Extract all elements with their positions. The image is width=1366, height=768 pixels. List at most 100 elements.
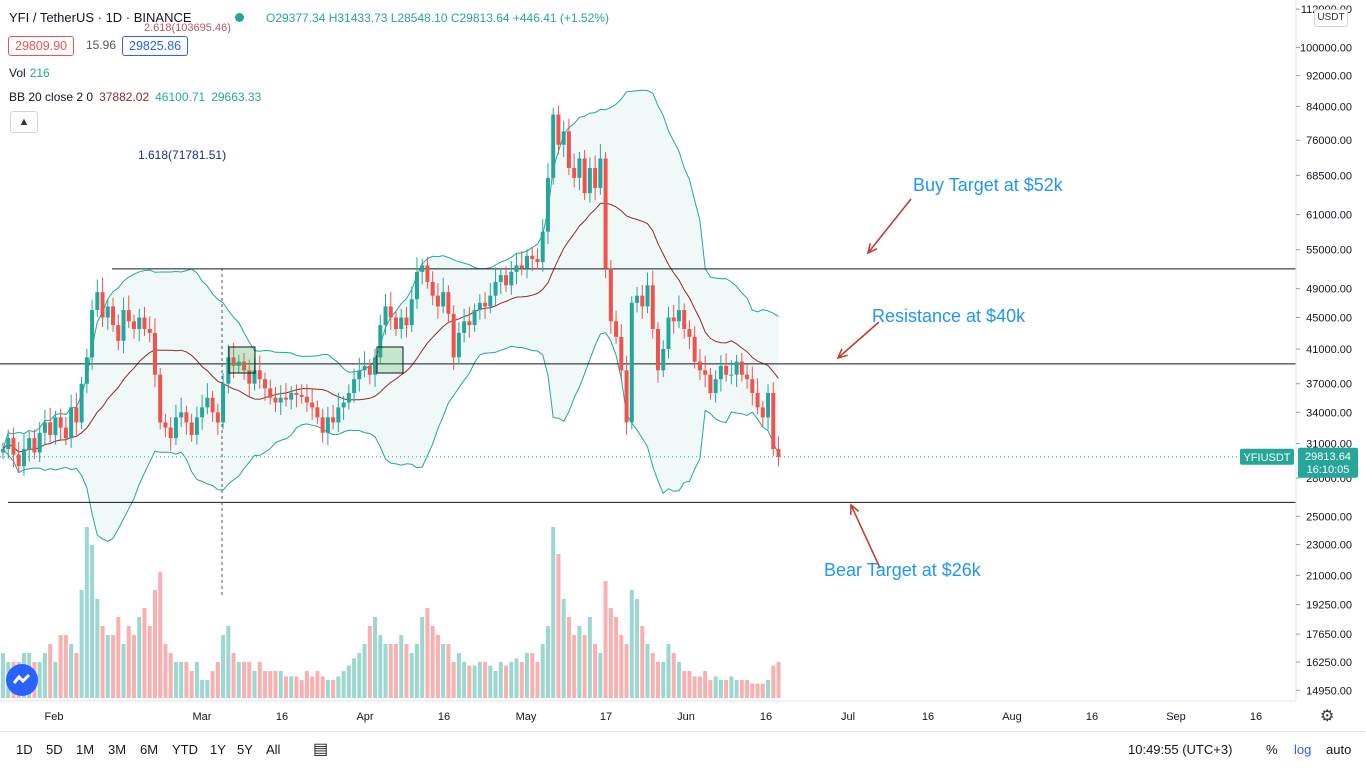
candle-body	[671, 317, 676, 322]
chevron-up-icon: ▲	[18, 116, 30, 128]
time-axis[interactable]: Feb Mar 16 Apr 16 May 17 Jun 16 Jul 16 Aug 16 Sep 16	[0, 700, 1296, 723]
price-tick-label: 21000.00	[1306, 570, 1352, 582]
candle-body	[525, 255, 529, 269]
volume-bar	[530, 653, 535, 698]
volume-bar	[713, 676, 718, 698]
volume-bar	[325, 680, 330, 698]
date-range-icon[interactable]: ▤	[313, 741, 329, 758]
resistance-annotation[interactable]: Resistance at $40k	[872, 306, 1026, 326]
candle-body	[708, 374, 713, 393]
volume-bar	[467, 665, 472, 698]
bb-lower-value: 29663.33	[211, 90, 262, 104]
range-6m-button[interactable]: 6M	[140, 742, 159, 757]
candle-body	[126, 310, 131, 322]
price-tick-label: 34000.00	[1306, 407, 1352, 419]
log-toggle[interactable]: log	[1294, 742, 1312, 757]
volume-bar	[692, 676, 697, 698]
volume-bar	[718, 680, 723, 698]
symbol-tag-bg	[1240, 448, 1294, 465]
volume-bar	[388, 644, 393, 698]
volume-bar	[750, 683, 755, 698]
volume-bar	[184, 662, 189, 698]
arrow-head	[850, 503, 860, 516]
volume-bar	[404, 644, 409, 698]
candle-body	[745, 374, 750, 380]
price-axis[interactable]: 112000.00100000.0092000.0084000.0076000.…	[0, 0, 1366, 700]
currency-tag[interactable]: USDT	[1314, 9, 1348, 27]
clock-display[interactable]: 10:49:55 (UTC+3)	[1128, 742, 1233, 757]
candle-body	[263, 379, 267, 389]
candle-body	[63, 427, 68, 439]
volume-bar	[671, 653, 676, 698]
candle-body	[158, 374, 163, 423]
volume-bar	[441, 644, 446, 698]
candle-body	[121, 310, 126, 341]
candle-body	[6, 438, 11, 450]
volume-bar	[446, 644, 451, 698]
candle-body	[105, 306, 110, 318]
bb-mid-line	[2, 202, 779, 453]
volume-bar	[362, 644, 367, 698]
buy-button[interactable]: 29825.86	[122, 36, 189, 56]
time-tick-label: Apr	[356, 711, 373, 723]
volume-legend[interactable]: Vol 216	[9, 66, 50, 80]
candle-body	[577, 158, 582, 178]
price-tick-label: 31000.00	[1306, 439, 1352, 451]
volume-bar	[603, 581, 608, 698]
range-all-button[interactable]: All	[266, 742, 281, 757]
price-tick-label: 41000.00	[1306, 344, 1352, 356]
auto-toggle[interactable]: auto	[1326, 742, 1352, 757]
range-3m-button[interactable]: 3M	[108, 742, 127, 757]
time-tick-label: Aug	[1002, 711, 1022, 723]
candle-body	[656, 328, 660, 371]
range-1d-button[interactable]: 1D	[16, 742, 33, 757]
bb-upper-value: 46100.71	[155, 90, 206, 104]
volume-bar	[95, 599, 100, 698]
volume-bar	[210, 671, 215, 698]
range-1m-button[interactable]: 1M	[76, 742, 95, 757]
candle-body	[231, 357, 236, 366]
volume-bar	[53, 662, 58, 698]
annotation-arrows[interactable]	[836, 198, 912, 569]
sell-button[interactable]: 29809.90	[8, 36, 75, 56]
bear-target-annotation[interactable]: Bear Target at $26k	[824, 560, 981, 580]
range-ytd-button[interactable]: YTD	[172, 742, 198, 757]
volume-bar	[310, 676, 315, 698]
candle-body	[394, 317, 398, 329]
volume-bar	[745, 680, 750, 698]
volume-bar	[425, 608, 430, 698]
volume-bar	[598, 653, 603, 698]
candle-body	[493, 281, 498, 296]
time-tick-label: Jun	[677, 711, 695, 723]
volume-bar	[766, 680, 771, 698]
volume-bar	[105, 635, 110, 698]
symbol-title[interactable]: YFI / TetherUS · 1D · BINANCE	[9, 10, 192, 25]
candle-body	[530, 255, 535, 259]
candle-body	[168, 427, 173, 439]
price-tick-label: 17650.00	[1306, 629, 1352, 641]
candle-body	[608, 268, 613, 322]
volume-bars	[1, 527, 781, 698]
volume-bar	[645, 644, 650, 698]
range-5y-button[interactable]: 5Y	[237, 742, 253, 757]
time-tick-label: Mar	[193, 711, 212, 723]
volume-bar	[456, 653, 461, 698]
price-tick-label: 92000.00	[1306, 71, 1352, 83]
range-5d-button[interactable]: 5D	[46, 742, 63, 757]
volume-bar	[477, 662, 482, 698]
bb-legend[interactable]: BB 20 close 2 0 37882.02 46100.71 29663.33	[9, 90, 261, 104]
collapse-legend-button[interactable]: ▲	[10, 111, 38, 133]
volume-bar	[535, 662, 540, 698]
percent-toggle[interactable]: %	[1266, 742, 1278, 757]
tradingview-logo-icon[interactable]	[6, 664, 38, 696]
volume-bar	[776, 662, 781, 698]
candle-body	[189, 422, 194, 435]
gear-icon[interactable]: ⚙	[1320, 708, 1335, 725]
candle-body	[215, 412, 220, 423]
volume-bar	[42, 653, 47, 698]
buy-target-annotation[interactable]: Buy Target at $52k	[913, 175, 1063, 195]
highlight-boxes[interactable]	[228, 346, 404, 374]
range-1y-button[interactable]: 1Y	[210, 742, 226, 757]
candle-body	[320, 417, 325, 433]
